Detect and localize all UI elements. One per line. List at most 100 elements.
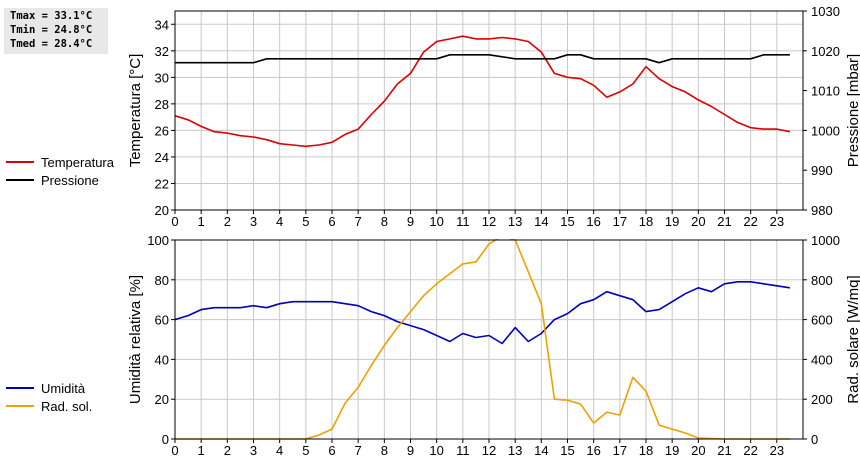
bottom-y-right-tick-label: 600 xyxy=(811,313,833,328)
bottom-x-tick-label: 21 xyxy=(717,443,731,458)
bottom-y-tick-label: 20 xyxy=(155,392,169,407)
bottom-y-right-tick-label: 0 xyxy=(811,432,818,447)
top-x-tick-label: 12 xyxy=(482,214,496,229)
bottom-x-tick-label: 1 xyxy=(198,443,205,458)
top-y-tick-label: 24 xyxy=(155,150,169,165)
bottom-y-tick-label: 0 xyxy=(162,432,169,447)
bottom-chart: 0 1 2 3 4 5 6 7 8 9 10 11 12 13 14 15 16 17 18 19 20 21 22 2302… xyxy=(127,233,860,458)
bottom-x-tick-label: 12 xyxy=(482,443,496,458)
top-y-right-tick-label: 990 xyxy=(811,163,833,178)
bottom-x-tick-label: 2 xyxy=(224,443,231,458)
top-chart: 0 1 2 3 4 5 6 7 8 9 10 11 12 13 14 15 16 17 18 19 20 21 22 2320… xyxy=(127,4,860,229)
bottom-y-tick-label: 100 xyxy=(147,233,169,248)
top-x-tick-label: 15 xyxy=(560,214,574,229)
top-series-temperatura xyxy=(175,35,791,148)
bottom-y-right-tick-label: 400 xyxy=(811,352,833,367)
bottom-x-tick-label: 14 xyxy=(534,443,548,458)
bottom-x-tick-label: 3 xyxy=(250,443,257,458)
bottom-frame xyxy=(174,239,804,440)
top-y-right-tick-label: 1020 xyxy=(811,44,840,59)
top-x-tick-label: 18 xyxy=(639,214,653,229)
bottom-y-right-tick-label: 1000 xyxy=(811,233,840,248)
top-y-right-axis-label: Pressione [mbar] xyxy=(845,54,860,167)
top-x-tick-label: 10 xyxy=(429,214,443,229)
bottom-x-tick-label: 18 xyxy=(639,443,653,458)
top-y-right-tick-label: 980 xyxy=(811,203,833,218)
bottom-x-tick-label: 17 xyxy=(613,443,627,458)
legend-swatch-rad-sol xyxy=(6,405,34,407)
legend-top: Temperatura Pressione xyxy=(6,153,114,189)
bottom-x-tick-label: 9 xyxy=(407,443,414,458)
bottom-y-axis-label: Umidità relativa [%] xyxy=(127,275,144,404)
top-x-tick-label: 11 xyxy=(456,214,470,229)
stat-tmax: Tmax = 33.1°C xyxy=(10,10,93,22)
top-x-tick-label: 4 xyxy=(276,214,283,229)
legend-item-temperatura: Temperatura xyxy=(6,153,114,171)
bottom-x-tick-label: 10 xyxy=(429,443,443,458)
top-y-right-tick-label: 1030 xyxy=(811,4,840,19)
bottom-x-tick-label: 0 xyxy=(171,443,178,458)
top-x-tick-label: 22 xyxy=(743,214,757,229)
top-x-tick-label: 3 xyxy=(250,214,257,229)
top-x-tick-label: 0 xyxy=(171,214,178,229)
top-x-tick-label: 2 xyxy=(224,214,231,229)
bottom-y-tick-label: 40 xyxy=(155,352,169,367)
top-x-tick-label: 13 xyxy=(508,214,522,229)
top-x-tick-label: 17 xyxy=(613,214,627,229)
bottom-y-tick-label: 80 xyxy=(155,273,169,288)
top-y-right-tick-label: 1010 xyxy=(811,84,840,99)
bottom-y-right-tick-label: 200 xyxy=(811,392,833,407)
stat-tmed: Tmed = 28.4°C xyxy=(10,38,93,50)
top-y-tick-label: 26 xyxy=(155,123,169,138)
legend-item-pressione: Pressione xyxy=(6,171,114,189)
legend-swatch-temperatura xyxy=(6,161,34,163)
bottom-x-tick-label: 20 xyxy=(691,443,705,458)
bottom-x-tick-label: 11 xyxy=(456,443,470,458)
top-x-tick-label: 8 xyxy=(381,214,388,229)
legend-label-rad-sol: Rad. sol. xyxy=(41,398,93,414)
top-y-tick-label: 30 xyxy=(155,70,169,85)
legend-label-pressione: Pressione xyxy=(41,172,99,188)
top-series-pressione xyxy=(175,53,790,64)
top-x-tick-label: 9 xyxy=(407,214,414,229)
top-frame xyxy=(174,10,804,211)
bottom-x-tick-label: 23 xyxy=(770,443,784,458)
bottom-x-tick-label: 7 xyxy=(355,443,362,458)
legend-swatch-umidita xyxy=(6,387,34,389)
bottom-series-umidit xyxy=(175,280,791,345)
bottom-y-right-axis-label: Rad. solare [W/mq] xyxy=(845,275,860,403)
top-x-tick-label: 5 xyxy=(302,214,309,229)
bottom-y-right-tick-label: 800 xyxy=(811,273,833,288)
top-y-tick-label: 28 xyxy=(155,97,169,112)
top-x-tick-label: 21 xyxy=(717,214,731,229)
bottom-x-tick-label: 16 xyxy=(586,443,600,458)
top-y-axis-label: Temperatura [°C] xyxy=(127,54,144,168)
top-y-tick-label: 32 xyxy=(155,44,169,59)
bottom-x-tick-label: 13 xyxy=(508,443,522,458)
stats-box: Tmax = 33.1°C Tmin = 24.8°C Tmed = 28.4°… xyxy=(4,8,108,54)
top-y-tick-label: 20 xyxy=(155,203,169,218)
bottom-x-tick-label: 4 xyxy=(276,443,283,458)
top-x-tick-label: 1 xyxy=(198,214,205,229)
bottom-x-tick-label: 5 xyxy=(302,443,309,458)
top-x-tick-label: 16 xyxy=(586,214,600,229)
top-x-tick-label: 19 xyxy=(665,214,679,229)
top-x-tick-label: 20 xyxy=(691,214,705,229)
legend-item-umidita: Umidità xyxy=(6,379,92,397)
top-x-tick-label: 6 xyxy=(328,214,335,229)
top-y-tick-label: 22 xyxy=(155,176,169,191)
bottom-x-tick-label: 22 xyxy=(743,443,757,458)
top-y-tick-label: 34 xyxy=(155,17,169,32)
bottom-x-tick-label: 8 xyxy=(381,443,388,458)
stat-tmin: Tmin = 24.8°C xyxy=(10,24,93,36)
top-x-tick-label: 23 xyxy=(770,214,784,229)
legend-item-rad-sol: Rad. sol. xyxy=(6,397,92,415)
top-x-tick-label: 7 xyxy=(355,214,362,229)
top-x-tick-label: 14 xyxy=(534,214,548,229)
bottom-x-tick-label: 19 xyxy=(665,443,679,458)
legend-swatch-pressione xyxy=(6,179,34,181)
bottom-x-tick-label: 15 xyxy=(560,443,574,458)
legend-label-umidita: Umidità xyxy=(41,380,86,396)
top-y-right-tick-label: 1000 xyxy=(811,123,840,138)
